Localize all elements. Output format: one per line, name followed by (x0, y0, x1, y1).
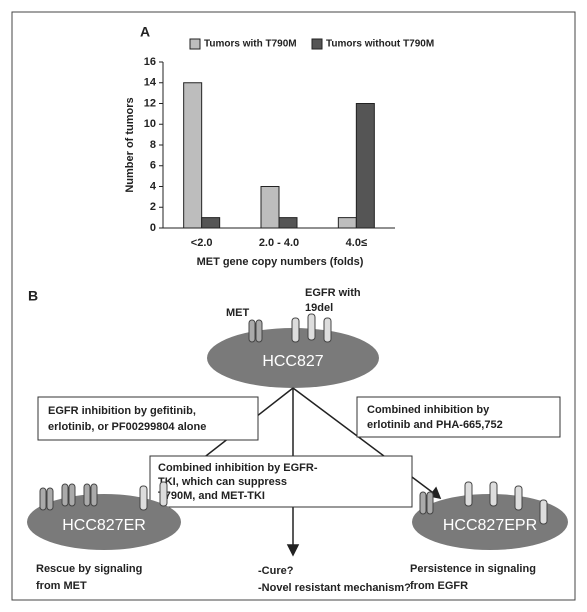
outcome-text: from MET (36, 580, 87, 592)
y-axis-label: Number of tumors (124, 97, 136, 192)
outcome-text: -Cure? (258, 565, 294, 577)
receptor-label: EGFR with (305, 287, 361, 299)
treatment-box (38, 397, 258, 440)
cell-label: HCC827 (262, 353, 323, 370)
y-tick-label: 12 (144, 97, 156, 109)
receptor-label: MET (226, 307, 250, 319)
treatment-text: TKI, which can suppress (158, 476, 287, 488)
outcome-text: Rescue by signaling (36, 563, 142, 575)
y-tick-label: 0 (150, 222, 156, 234)
figure: A Number of tumors MET gene copy numbers… (0, 0, 587, 612)
bar (202, 218, 220, 228)
panel-label: A (140, 24, 150, 40)
y-tick-label: 14 (144, 77, 157, 89)
bar (261, 187, 279, 229)
y-tick-label: 4 (150, 180, 157, 192)
outcome-text: Persistence in signaling (410, 563, 536, 575)
y-tick-label: 16 (144, 56, 156, 68)
x-tick-label: 4.0≤ (346, 237, 367, 249)
legend-swatch (190, 39, 200, 49)
treatment-text: Combined inhibition by EGFR- (158, 462, 318, 474)
receptor-label: 19del (305, 302, 333, 314)
x-tick-label: <2.0 (191, 237, 213, 249)
treatment-text: erlotinib and PHA-665,752 (367, 419, 503, 431)
legend-swatch (312, 39, 322, 49)
bar (184, 83, 202, 228)
y-tick-label: 8 (150, 139, 156, 151)
outcome-text: from EGFR (410, 580, 468, 592)
y-tick-label: 2 (150, 201, 156, 213)
panel-label: B (28, 288, 38, 304)
treatment-text: EGFR inhibition by gefitinib, (48, 405, 196, 417)
legend-label: Tumors without T790M (326, 39, 434, 50)
y-tick-label: 10 (144, 118, 156, 130)
x-tick-label: 2.0 - 4.0 (259, 237, 299, 249)
outcome-text: -Novel resistant mechanism? (258, 582, 411, 594)
cell-label: HCC827ER (62, 517, 146, 534)
bar (356, 104, 374, 229)
treatment-text: erlotinib, or PF00299804 alone (48, 421, 206, 433)
treatment-text: T790M, and MET-TKI (158, 490, 265, 502)
cell-label: HCC827EPR (443, 517, 537, 534)
bar (338, 218, 356, 228)
y-tick-label: 6 (150, 160, 156, 172)
bar (279, 218, 297, 228)
legend-label: Tumors with T790M (204, 39, 297, 50)
x-axis-label: MET gene copy numbers (folds) (197, 256, 364, 268)
treatment-text: Combined inhibition by (367, 404, 490, 416)
